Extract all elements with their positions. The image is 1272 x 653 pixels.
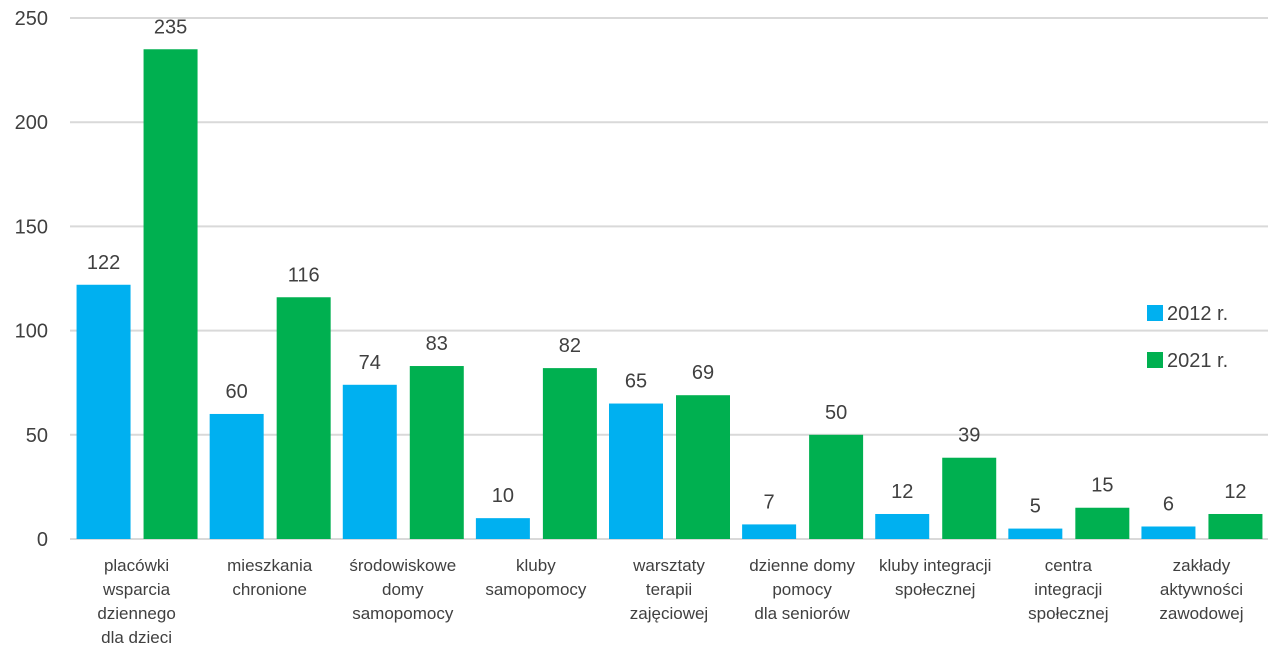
legend-label: 2012 r.: [1167, 303, 1228, 325]
data-label: 122: [87, 252, 120, 274]
bar-2021-7: [1075, 507, 1130, 539]
category-label-line: centra: [1045, 556, 1093, 575]
data-label: 50: [825, 402, 847, 424]
bar-2021-6: [942, 457, 997, 539]
data-labels: 122 60 74 10 65 7 12 5 6 235 116 83 82 69 50 39 15 12: [87, 16, 1247, 517]
category-label: dzienne domy pomocy dla seniorów: [749, 556, 855, 623]
category-label: kluby samopomocy: [485, 556, 587, 599]
legend: 2012 r. 2021 r.: [1147, 303, 1228, 372]
y-tick-label: 250: [15, 8, 48, 30]
category-label-line: chronione: [232, 580, 307, 599]
x-axis-categories: placówki wsparcia dziennego dla dzieci miesz…: [97, 556, 1243, 647]
bar-2021-1: [276, 297, 331, 539]
category-label-line: zakłady: [1173, 556, 1231, 575]
y-tick-label: 0: [37, 529, 48, 551]
data-label: 82: [559, 335, 581, 357]
data-label: 65: [625, 371, 647, 393]
data-label: 74: [359, 352, 381, 374]
category-label: zakłady aktywności zawodowej: [1159, 556, 1243, 623]
bar-2021-3: [542, 368, 597, 539]
category-label-line: zawodowej: [1159, 604, 1243, 623]
bar-2021-8: [1208, 513, 1263, 539]
category-label-line: placówki: [104, 556, 169, 575]
data-label: 39: [958, 425, 980, 447]
data-label: 7: [764, 491, 775, 513]
bar-2012-6: [875, 513, 930, 539]
bar-2012-8: [1141, 526, 1196, 539]
category-label-line: terapii: [646, 580, 692, 599]
category-label-line: domy: [382, 580, 424, 599]
bar-2021-2: [409, 366, 464, 539]
gridlines: [70, 17, 1268, 540]
y-tick-label: 150: [15, 216, 48, 238]
bar-2012-0: [76, 284, 131, 539]
bar-2012-2: [342, 384, 397, 539]
legend-label: 2021 r.: [1167, 350, 1228, 372]
category-label: centra integracji społecznej: [1028, 556, 1108, 623]
bar-2012-1: [209, 413, 264, 539]
bars: [76, 49, 1263, 539]
data-label: 116: [288, 264, 320, 286]
data-label: 83: [426, 333, 448, 355]
category-label-line: warsztaty: [632, 556, 705, 575]
bar-2021-5: [809, 434, 864, 539]
category-label-line: dzienne domy: [749, 556, 855, 575]
y-tick-label: 100: [15, 321, 48, 343]
y-tick-label: 50: [26, 425, 48, 447]
category-label: kluby integracji społecznej: [879, 556, 991, 599]
category-label-line: społecznej: [895, 580, 975, 599]
legend-swatch: [1147, 305, 1163, 321]
category-label: placówki wsparcia dziennego dla dzieci: [97, 556, 175, 647]
category-label-line: wsparcia: [102, 580, 171, 599]
data-label: 60: [226, 381, 248, 403]
category-label-line: pomocy: [772, 580, 832, 599]
category-label-line: aktywności: [1160, 580, 1243, 599]
data-label: 12: [1224, 481, 1246, 503]
category-label: mieszkania chronione: [227, 556, 313, 599]
category-label-line: kluby integracji: [879, 556, 991, 575]
category-label: środowiskowe domy samopomocy: [349, 556, 456, 623]
category-label-line: zajęciowej: [630, 604, 708, 623]
category-label-line: dla seniorów: [754, 604, 850, 623]
data-label: 15: [1091, 475, 1113, 497]
legend-swatch: [1147, 352, 1163, 368]
category-label-line: integracji: [1034, 580, 1102, 599]
y-tick-label: 200: [15, 112, 48, 134]
data-label: 10: [492, 485, 514, 507]
category-label-line: społecznej: [1028, 604, 1108, 623]
category-label-line: samopomocy: [352, 604, 454, 623]
category-label: warsztaty terapii zajęciowej: [630, 556, 708, 623]
data-label: 5: [1030, 496, 1041, 518]
category-label-line: kluby: [516, 556, 556, 575]
data-label: 6: [1163, 493, 1174, 515]
bar-2012-5: [742, 524, 797, 539]
bar-2021-0: [143, 49, 198, 539]
category-label-line: środowiskowe: [349, 556, 456, 575]
category-label-line: samopomocy: [485, 580, 587, 599]
bar-2012-3: [475, 518, 530, 539]
bar-2012-7: [1008, 528, 1063, 539]
data-label: 12: [891, 481, 913, 503]
category-label-line: dla dzieci: [101, 628, 172, 647]
bar-2012-4: [609, 403, 663, 539]
data-label: 69: [692, 362, 714, 384]
category-label-line: dziennego: [97, 604, 175, 623]
category-label-line: mieszkania: [227, 556, 313, 575]
y-axis-ticks: 0 50 100 150 200 250: [15, 8, 48, 551]
data-label: 235: [154, 16, 187, 38]
bar-2021-4: [676, 395, 730, 539]
